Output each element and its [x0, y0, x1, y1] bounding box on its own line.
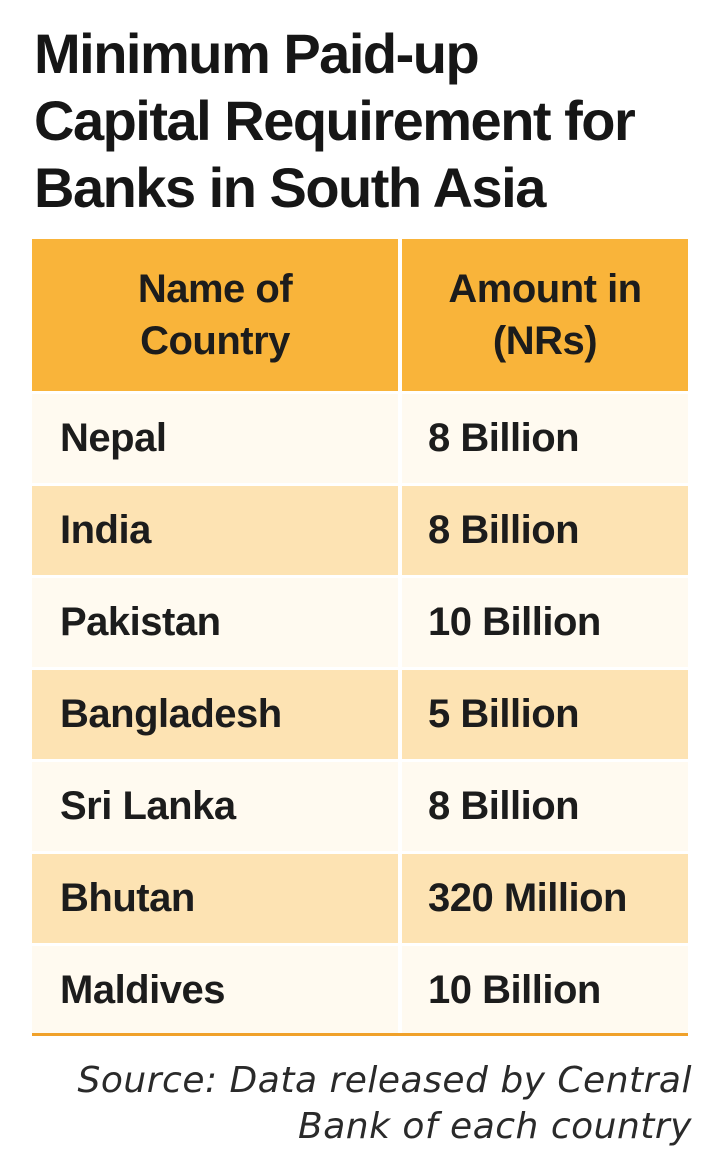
table-body: Nepal 8 Billion India 8 Billion Pakistan…	[32, 391, 688, 1035]
source-note: Source: Data released by Central Bank of…	[32, 1058, 692, 1150]
column-header-country-line-2: Country	[140, 319, 290, 363]
column-header-amount-line-1: Amount in	[448, 267, 642, 311]
table-row: Sri Lanka 8 Billion	[32, 759, 688, 851]
amount-cell: 8 Billion	[402, 486, 688, 575]
column-header-country: Name of Country	[32, 239, 402, 391]
country-cell: Pakistan	[32, 578, 402, 667]
page-title: Minimum Paid-up Capital Requirement for …	[34, 20, 694, 221]
table-row: Bangladesh 5 Billion	[32, 667, 688, 759]
country-cell: Bhutan	[32, 854, 402, 943]
title-line-2: Capital Requirement for	[34, 89, 636, 152]
source-note-line-1: Source: Data released by Central	[77, 1060, 692, 1101]
amount-cell: 8 Billion	[402, 394, 688, 483]
country-cell: India	[32, 486, 402, 575]
table-row: Nepal 8 Billion	[32, 391, 688, 483]
table-bottom-rule	[32, 1033, 688, 1036]
table-row: Maldives 10 Billion	[32, 943, 688, 1035]
title-line-3: Banks in South Asia	[34, 156, 546, 219]
amount-cell: 10 Billion	[402, 578, 688, 667]
amount-cell: 320 Million	[402, 854, 688, 943]
amount-cell: 5 Billion	[402, 670, 688, 759]
table-row: Bhutan 320 Million	[32, 851, 688, 943]
column-header-amount-line-2: (NRs)	[492, 319, 598, 363]
country-cell: Nepal	[32, 394, 402, 483]
title-line-1: Minimum Paid-up	[34, 22, 480, 85]
column-header-country-line-1: Name of	[137, 267, 293, 311]
capital-requirement-table: Name of Country Amount in (NRs) Nepal 8 …	[32, 239, 688, 1035]
column-header-amount: Amount in (NRs)	[402, 239, 688, 391]
country-cell: Bangladesh	[32, 670, 402, 759]
amount-cell: 8 Billion	[402, 762, 688, 851]
table-row: India 8 Billion	[32, 483, 688, 575]
source-note-line-2: Bank of each country	[298, 1106, 692, 1147]
country-cell: Sri Lanka	[32, 762, 402, 851]
country-cell: Maldives	[32, 946, 402, 1035]
table-header-row: Name of Country Amount in (NRs)	[32, 239, 688, 391]
table-row: Pakistan 10 Billion	[32, 575, 688, 667]
amount-cell: 10 Billion	[402, 946, 688, 1035]
